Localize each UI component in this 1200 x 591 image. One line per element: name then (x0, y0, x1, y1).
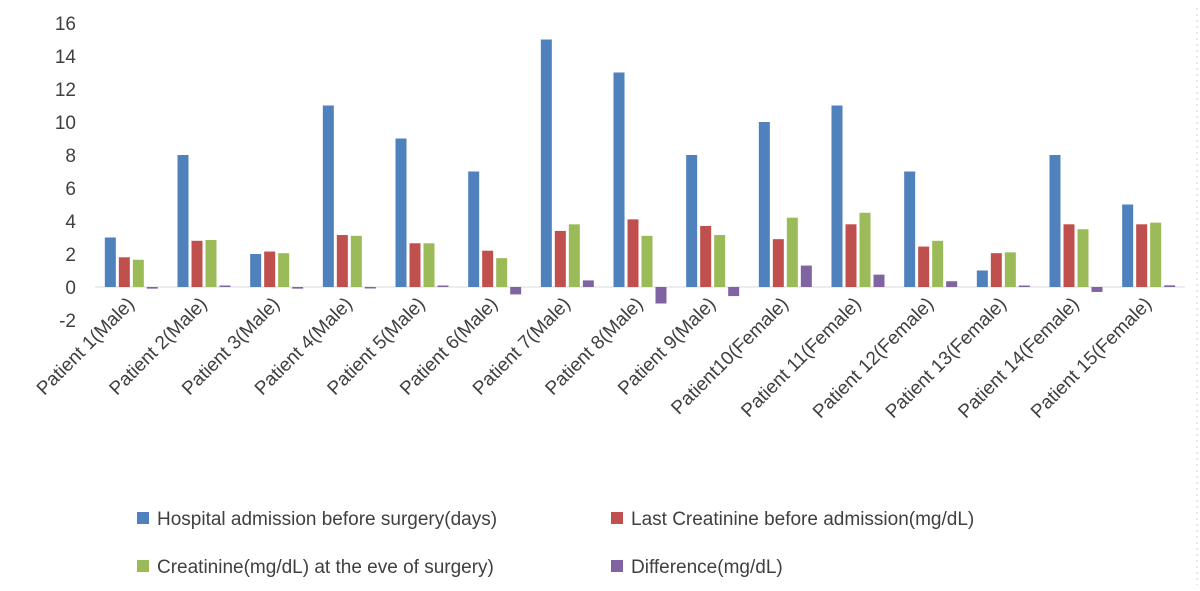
bar (540, 39, 552, 287)
legend-item: Creatinine(mg/dL) at the eve of surgery) (137, 557, 494, 578)
bar (510, 287, 522, 295)
y-tick-label: 16 (55, 14, 76, 35)
x-axis-category-labels: Patient 1(Male)Patient 2(Male)Patient 3(… (33, 294, 1156, 423)
bar (1049, 155, 1061, 287)
bar (1004, 252, 1016, 287)
bar (1150, 222, 1162, 287)
bar (468, 171, 480, 287)
bar (655, 287, 667, 304)
bar (582, 280, 594, 287)
y-tick-label: 12 (55, 80, 76, 101)
bar (859, 212, 871, 287)
y-tick-label: 8 (65, 146, 76, 167)
bar (191, 240, 203, 287)
bar (104, 237, 116, 287)
x-category-label: Patient 14(Female) (954, 294, 1083, 423)
bar (322, 105, 334, 287)
y-tick-label: 6 (65, 179, 76, 200)
bar (1063, 224, 1075, 287)
legend-swatch (611, 512, 623, 524)
bar (758, 122, 770, 287)
bar (1091, 287, 1103, 292)
bar (946, 281, 958, 287)
y-tick-label: 4 (65, 212, 76, 233)
bar (918, 246, 930, 287)
bar (873, 274, 885, 288)
bar (831, 105, 843, 287)
x-category-label: Patient 15(Female) (1027, 294, 1156, 423)
y-tick-label: 10 (55, 113, 76, 134)
bar (437, 285, 449, 287)
bar (423, 243, 435, 288)
bar (932, 240, 944, 287)
bar (976, 270, 988, 287)
x-category-label: Patient 12(Female) (809, 294, 938, 423)
bar (786, 217, 798, 287)
bar (350, 235, 362, 287)
x-category-label: Patient 13(Female) (882, 294, 1011, 423)
bar (364, 287, 376, 289)
bar (409, 243, 421, 288)
bar (292, 287, 304, 289)
legend-item: Hospital admission before surgery(days) (137, 509, 497, 530)
legend: Hospital admission before surgery(days) L… (137, 509, 974, 578)
bar (250, 254, 262, 287)
legend-label: Hospital admission before surgery(days) (157, 509, 497, 530)
legend-label: Last Creatinine before admission(mg/dL) (631, 509, 974, 530)
legend-swatch (137, 512, 149, 524)
bar (728, 287, 740, 297)
legend-label: Creatinine(mg/dL) at the eve of surgery) (157, 557, 494, 578)
y-tick-label: 2 (65, 245, 76, 266)
x-category-label: Patient 11(Female) (737, 294, 865, 422)
y-tick-label: 14 (55, 47, 77, 68)
bar (482, 250, 494, 287)
bar (554, 230, 566, 287)
legend-item: Last Creatinine before admission(mg/dL) (611, 509, 974, 530)
y-tick-label: -2 (59, 311, 76, 332)
bar (714, 235, 726, 288)
bar (686, 155, 698, 287)
bar (700, 225, 712, 287)
bar (904, 171, 916, 287)
bar (613, 72, 625, 287)
bar (219, 285, 231, 287)
bar (205, 239, 217, 287)
legend-swatch (137, 560, 149, 572)
bar (336, 235, 348, 288)
bar (845, 224, 857, 287)
bar (1122, 204, 1134, 287)
bar (118, 257, 130, 287)
bar (1164, 285, 1176, 287)
bar (1136, 224, 1148, 287)
bar (568, 224, 580, 287)
bar (146, 287, 158, 289)
axes (95, 8, 1198, 585)
y-tick-label: 0 (65, 278, 76, 299)
bar (264, 251, 276, 288)
bar (627, 219, 639, 287)
bar (132, 259, 144, 287)
bar (1077, 229, 1089, 287)
bar (395, 138, 407, 287)
bar (800, 265, 812, 287)
legend-item: Difference(mg/dL) (611, 557, 783, 578)
bar (177, 155, 189, 287)
legend-swatch (611, 560, 623, 572)
bar (641, 235, 653, 287)
bar (990, 253, 1002, 287)
y-axis-tick-labels: 16 14 12 10 8 6 4 2 0 -2 (55, 14, 77, 332)
bar (772, 239, 784, 287)
legend-label: Difference(mg/dL) (631, 557, 783, 578)
bar (278, 253, 290, 287)
bar (496, 258, 508, 288)
bars (104, 39, 1176, 304)
bar (1018, 285, 1030, 287)
